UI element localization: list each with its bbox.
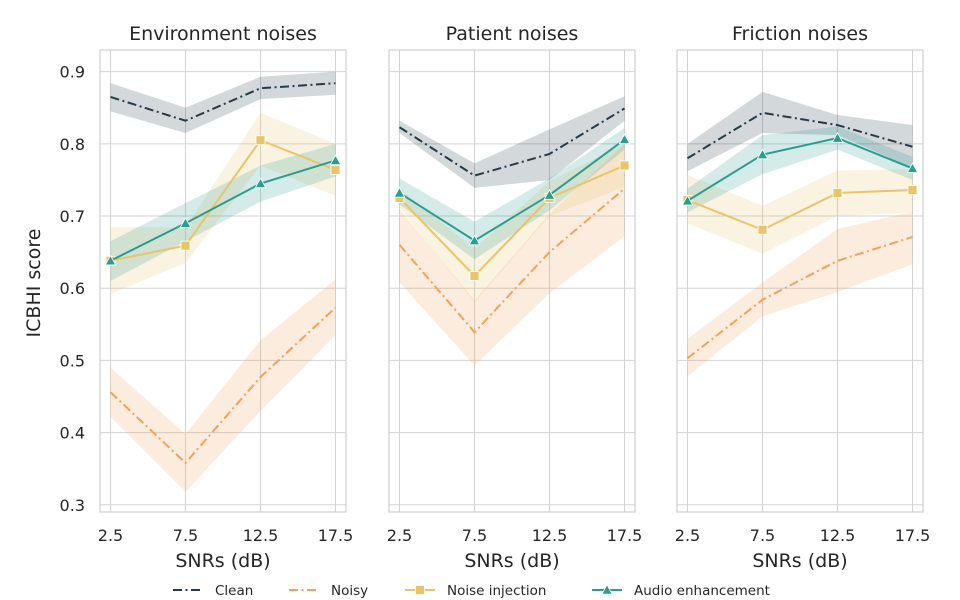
data-point-injection bbox=[469, 271, 480, 281]
legend-label: Noisy bbox=[331, 583, 368, 599]
series-line-enhancement bbox=[398, 138, 626, 242]
x-tick-label: 7.5 bbox=[462, 526, 487, 545]
data-point-enhancement bbox=[468, 234, 481, 246]
data-point-injection bbox=[180, 240, 191, 251]
plot-frame bbox=[99, 49, 347, 513]
legend-item-enhancement: Audio enhancement bbox=[592, 583, 770, 599]
data-point-enhancement bbox=[104, 254, 117, 266]
series-line-clean bbox=[686, 111, 913, 160]
x-tick-label: 12.5 bbox=[820, 526, 856, 545]
legend-label: Noise injection bbox=[447, 583, 546, 599]
data-point-injection bbox=[255, 135, 266, 146]
panel-title: Patient noises bbox=[446, 23, 579, 45]
confidence-band-clean bbox=[399, 96, 625, 188]
plot-frame bbox=[388, 49, 636, 513]
x-axis-label: SNRs (dB) bbox=[464, 550, 559, 572]
series-line-injection bbox=[398, 164, 625, 278]
x-axis-label: SNRs (dB) bbox=[175, 550, 270, 572]
legend-marker bbox=[601, 583, 613, 595]
confidence-band-clean bbox=[687, 91, 913, 172]
panel-title: Friction noises bbox=[732, 23, 868, 45]
series-line-clean bbox=[398, 107, 626, 177]
data-point-enhancement bbox=[543, 189, 556, 200]
x-tick-label: 2.5 bbox=[98, 526, 123, 545]
confidence-band-enhancement bbox=[110, 143, 336, 281]
data-point-injection bbox=[757, 224, 768, 235]
x-tick-label: 12.5 bbox=[532, 526, 568, 545]
data-point-enhancement bbox=[393, 186, 406, 198]
data-point-enhancement bbox=[254, 177, 267, 189]
y-tick-label: 0.6 bbox=[60, 279, 85, 298]
y-tick-label: 0.9 bbox=[60, 63, 85, 82]
x-tick-label: 17.5 bbox=[895, 526, 931, 545]
confidence-band-enhancement bbox=[687, 126, 913, 213]
data-point-enhancement bbox=[681, 194, 694, 206]
y-tick-label: 0.3 bbox=[60, 496, 85, 515]
legend-item-injection: Noise injection bbox=[405, 583, 546, 599]
chart-panel: Friction noises 2.5 7.5 12.5 17.5 SNRs (dB) bbox=[675, 23, 931, 572]
x-tick-label: 17.5 bbox=[318, 526, 354, 545]
x-tick-label: 7.5 bbox=[750, 526, 775, 545]
series-line-enhancement bbox=[686, 137, 913, 202]
plot-frame bbox=[676, 49, 924, 513]
legend-label: Clean bbox=[215, 583, 253, 599]
chart-panels: Environment noises 2.5 7.5 12.5 17.5 SNRs (dB… bbox=[23, 23, 930, 572]
y-tick-label: 0.5 bbox=[60, 351, 85, 370]
data-point-injection bbox=[619, 160, 630, 171]
series-line-enhancement bbox=[110, 159, 336, 262]
confidence-band-enhancement bbox=[399, 127, 625, 260]
series-line-noisy bbox=[398, 187, 626, 334]
x-tick-label: 7.5 bbox=[173, 526, 198, 545]
series-line-injection bbox=[687, 189, 913, 231]
confidence-band-noisy bbox=[110, 279, 336, 492]
series-line-noisy bbox=[686, 236, 913, 360]
data-point-injection bbox=[907, 185, 918, 195]
y-tick-label: 0.8 bbox=[60, 135, 85, 154]
data-point-enhancement bbox=[756, 148, 769, 160]
confidence-band-injection bbox=[399, 143, 625, 303]
y-axis-label: ICBHI score bbox=[23, 229, 45, 338]
x-axis-label: SNRs (dB) bbox=[752, 550, 847, 572]
data-point-enhancement bbox=[618, 133, 631, 145]
data-point-enhancement bbox=[179, 217, 192, 228]
series-line-clean bbox=[110, 82, 336, 122]
data-point-enhancement bbox=[329, 154, 342, 166]
confidence-band-noisy bbox=[687, 211, 913, 377]
chart-panel: Environment noises 2.5 7.5 12.5 17.5 SNRs (dB… bbox=[60, 23, 354, 572]
legend-item-clean: Clean bbox=[173, 583, 253, 599]
legend-marker bbox=[415, 585, 425, 595]
series-line-injection bbox=[110, 139, 336, 262]
legend-label: Audio enhancement bbox=[634, 583, 770, 599]
data-point-enhancement bbox=[906, 162, 919, 173]
data-point-injection bbox=[330, 164, 341, 175]
legend-item-noisy: Noisy bbox=[289, 583, 368, 599]
data-point-enhancement bbox=[831, 132, 844, 143]
y-tick-label: 0.4 bbox=[60, 424, 85, 443]
x-tick-label: 12.5 bbox=[243, 526, 279, 545]
y-tick-label: 0.7 bbox=[60, 207, 85, 226]
x-tick-label: 17.5 bbox=[607, 526, 643, 545]
chart-panel: Patient noises 2.5 7.5 12.5 17.5 SNRs (dB) bbox=[387, 23, 643, 572]
x-tick-label: 2.5 bbox=[387, 526, 412, 545]
chart-legend: Clean Noisy Noise injection Audio enhanceme… bbox=[173, 583, 770, 599]
confidence-band-clean bbox=[110, 71, 336, 134]
x-tick-label: 2.5 bbox=[675, 526, 700, 545]
data-point-injection bbox=[832, 188, 843, 198]
panel-title: Environment noises bbox=[129, 23, 317, 45]
